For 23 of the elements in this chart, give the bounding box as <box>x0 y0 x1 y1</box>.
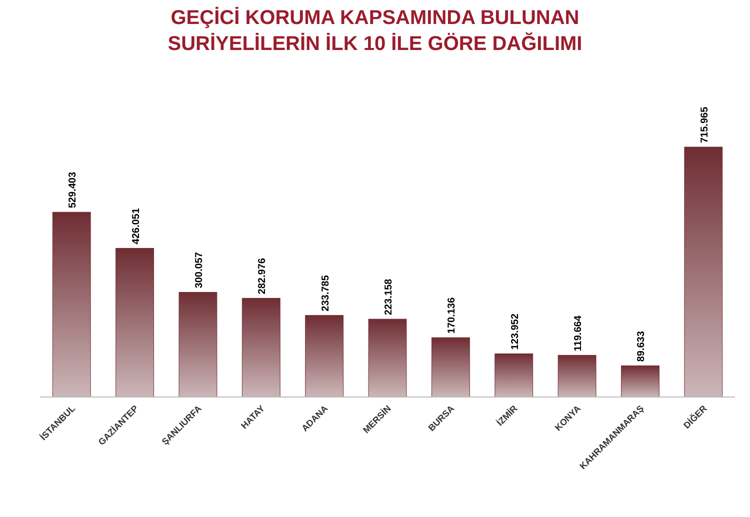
bar <box>684 146 723 398</box>
bar <box>116 248 154 398</box>
bar <box>368 318 407 398</box>
data-label: 529.403 <box>68 172 79 208</box>
data-label: 119.664 <box>573 315 584 352</box>
bar <box>431 337 470 398</box>
bar <box>621 365 660 398</box>
bar <box>178 292 218 398</box>
data-label: 89.633 <box>636 330 648 362</box>
bar <box>52 212 91 398</box>
bar <box>305 315 344 398</box>
data-label: 282.976 <box>257 258 268 294</box>
data-label: 233.785 <box>320 274 332 312</box>
data-label: 123.952 <box>510 313 521 350</box>
data-label: 170.136 <box>446 297 458 334</box>
data-label: 426.051 <box>130 208 142 244</box>
data-label: 223.158 <box>384 278 394 316</box>
chart-title: GEÇİCİ KORUMA KAPSAMINDA BULUNAN SURİYELİLERİN İLK 10 İLE GÖRE DAĞILIMI <box>168 6 582 55</box>
bar <box>242 298 280 398</box>
data-label: 300.057 <box>194 252 205 288</box>
bar <box>494 353 534 398</box>
data-label: 715.965 <box>699 106 710 143</box>
bar <box>558 354 596 398</box>
